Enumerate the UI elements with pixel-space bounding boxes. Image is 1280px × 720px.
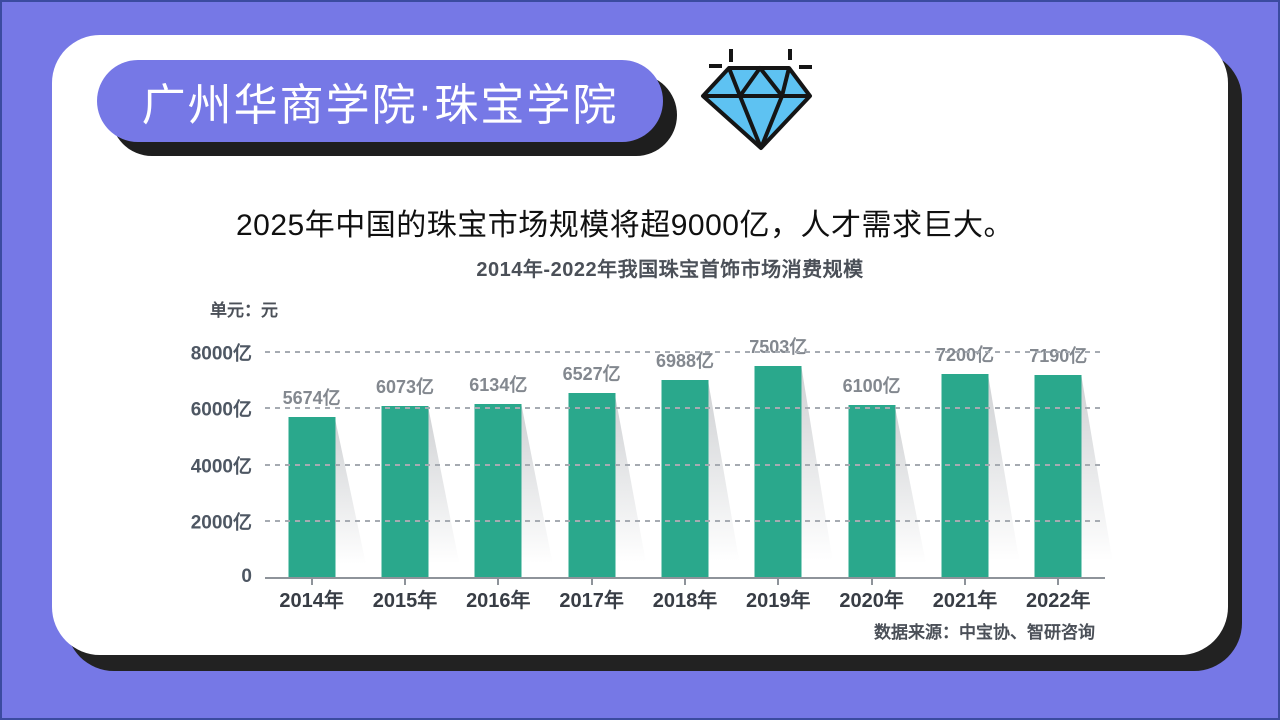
x-axis-tick — [310, 579, 313, 585]
bar-value-label: 7200亿 — [932, 341, 997, 367]
content-card: 广州华商学院·珠宝学院 2025年中国的珠宝市场规模将超9000 — [52, 35, 1228, 655]
x-axis-label: 2019年 — [746, 590, 811, 612]
x-axis-tick — [497, 579, 500, 585]
diamond-icon — [693, 38, 823, 153]
gridline — [265, 351, 1105, 353]
x-axis-label: 2015年 — [372, 590, 438, 612]
gridline — [265, 519, 1105, 522]
x-axis-tick — [963, 579, 966, 585]
bar-2021年 — [941, 374, 989, 577]
x-axis-tick — [870, 579, 873, 585]
x-axis-label: 2014年 — [279, 590, 344, 612]
chart-title: 2014年-2022年我国珠宝首饰市场消费规模 — [476, 259, 864, 281]
y-axis-tick-label: 8000亿 — [190, 343, 252, 365]
bar-2015年 — [381, 406, 429, 577]
x-axis-label: 2021年 — [932, 590, 998, 612]
x-axis-tick — [403, 579, 406, 585]
x-axis-label: 2022年 — [1026, 590, 1091, 612]
x-axis-tick — [777, 579, 780, 585]
y-axis-tick-label: 4000亿 — [190, 456, 252, 477]
y-axis-tick-label: 0 — [241, 566, 252, 587]
x-axis-label: 2018年 — [652, 590, 718, 612]
bar-2014年 — [288, 417, 336, 577]
sparkle-dashes-icon — [709, 49, 812, 69]
bar-chart-slots: 5674亿 2014年 6073亿 2015年 6134亿 2016年 6527亿 2017年… — [265, 333, 1116, 612]
x-axis-label: 2016年 — [466, 590, 531, 612]
header-title: 广州华商学院·珠宝学院 — [141, 81, 619, 130]
bar-value-label: 7190亿 — [1026, 342, 1091, 368]
bar-value-label: 6527亿 — [559, 360, 624, 386]
bar-value-label: 6134亿 — [466, 371, 531, 397]
bar-value-label: 6100亿 — [839, 372, 904, 398]
x-axis-label: 2020年 — [839, 590, 904, 612]
x-axis-tick — [590, 579, 593, 585]
y-axis-tick-label: 6000亿 — [190, 399, 252, 421]
x-axis-tick — [683, 579, 686, 585]
data-source-note: 数据来源：中宝协、智研咨询 — [874, 623, 1095, 642]
slide-title: 2025年中国的珠宝市场规模将超9000亿，人才需求巨大。 — [236, 209, 1014, 242]
bar-2018年 — [661, 380, 709, 577]
gridline — [265, 407, 1105, 410]
bar-2017年 — [568, 393, 616, 577]
bar-shadow — [1081, 375, 1116, 577]
x-axis-label: 2017年 — [559, 590, 624, 612]
bar-2016年 — [474, 404, 522, 577]
bar-slot: 7190亿 2022年 — [1012, 342, 1116, 612]
bar-2020年 — [848, 405, 896, 577]
x-axis-tick — [1057, 579, 1060, 585]
diamond-facets — [703, 66, 810, 149]
bar-value-label: 7503亿 — [746, 333, 811, 359]
chart-unit-label: 单元：元 — [210, 301, 278, 320]
diamond-icon-svg — [701, 49, 812, 150]
bar-value-label: 5674亿 — [279, 384, 344, 410]
y-axis-tick-label: 2000亿 — [190, 512, 252, 534]
gridline — [265, 463, 1105, 466]
bar-value-label: 6073亿 — [372, 373, 438, 399]
header-banner: 广州华商学院·珠宝学院 — [97, 60, 663, 142]
bar-2022年 — [1034, 375, 1082, 577]
bar-chart-plot-area: 5674亿 2014年 6073亿 2015年 6134亿 2016年 6527亿 2017年… — [191, 333, 1116, 612]
bar-2019年 — [754, 366, 802, 577]
